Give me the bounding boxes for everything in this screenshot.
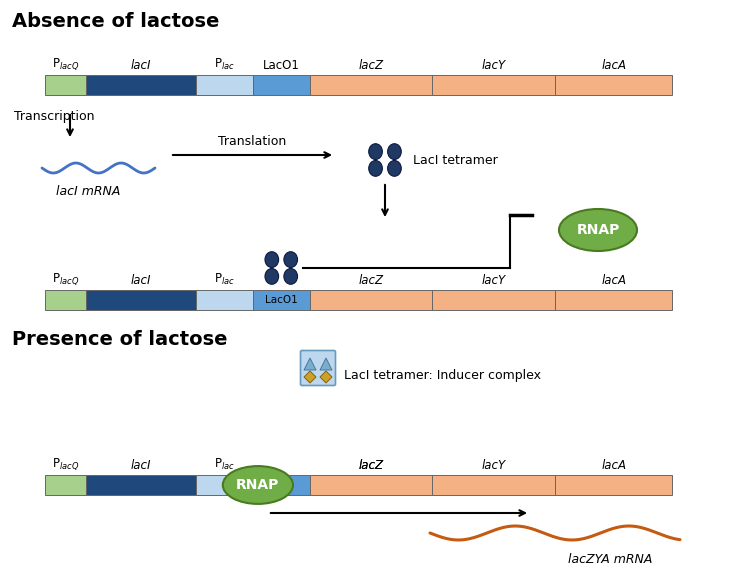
Text: P$_{lacQ}$: P$_{lacQ}$ bbox=[52, 271, 79, 287]
Bar bbox=[86, 475, 196, 495]
Text: P$_{lac}$: P$_{lac}$ bbox=[214, 457, 235, 472]
Text: P$_{lacQ}$: P$_{lacQ}$ bbox=[52, 456, 79, 472]
FancyBboxPatch shape bbox=[301, 350, 336, 386]
Bar bbox=[556, 475, 672, 495]
Bar bbox=[253, 75, 309, 95]
Text: lacI: lacI bbox=[130, 59, 151, 72]
Bar bbox=[196, 475, 253, 495]
Bar bbox=[432, 290, 556, 310]
Text: Transcription: Transcription bbox=[14, 110, 95, 123]
Bar bbox=[253, 290, 309, 310]
Text: P$_{lac}$: P$_{lac}$ bbox=[214, 272, 235, 287]
Bar bbox=[86, 290, 196, 310]
Bar bbox=[432, 75, 556, 95]
Bar bbox=[196, 75, 253, 95]
Text: LacO1: LacO1 bbox=[263, 59, 300, 72]
Bar bbox=[253, 475, 309, 495]
Text: lacZ: lacZ bbox=[358, 274, 383, 287]
Text: lacY: lacY bbox=[482, 59, 506, 72]
Text: lacZ: lacZ bbox=[358, 459, 383, 472]
Bar bbox=[45, 475, 86, 495]
Ellipse shape bbox=[284, 269, 298, 284]
Bar bbox=[45, 75, 86, 95]
Ellipse shape bbox=[559, 209, 637, 251]
Bar bbox=[86, 75, 196, 95]
Ellipse shape bbox=[369, 144, 383, 160]
Text: P$_{lacQ}$: P$_{lacQ}$ bbox=[52, 56, 79, 72]
Text: RNAP: RNAP bbox=[576, 223, 619, 237]
Ellipse shape bbox=[388, 144, 401, 160]
Text: LacI tetramer: Inducer complex: LacI tetramer: Inducer complex bbox=[344, 369, 541, 382]
Ellipse shape bbox=[265, 269, 279, 284]
Text: Translation: Translation bbox=[218, 135, 286, 148]
Bar bbox=[309, 475, 432, 495]
Text: RNAP: RNAP bbox=[236, 478, 279, 492]
Text: Presence of lactose: Presence of lactose bbox=[12, 330, 227, 349]
Polygon shape bbox=[320, 358, 332, 370]
Text: lacY: lacY bbox=[482, 274, 506, 287]
Text: lacI: lacI bbox=[130, 459, 151, 472]
Ellipse shape bbox=[265, 252, 279, 267]
Bar bbox=[432, 475, 556, 495]
Polygon shape bbox=[304, 358, 316, 370]
Polygon shape bbox=[320, 371, 332, 383]
Text: LacI tetramer: LacI tetramer bbox=[413, 154, 498, 166]
Text: lacI: lacI bbox=[130, 274, 151, 287]
Ellipse shape bbox=[388, 161, 401, 176]
Ellipse shape bbox=[284, 252, 298, 267]
Bar bbox=[309, 290, 432, 310]
Bar bbox=[45, 290, 86, 310]
Text: P$_{lac}$: P$_{lac}$ bbox=[214, 57, 235, 72]
Text: lacI mRNA: lacI mRNA bbox=[56, 185, 120, 198]
Text: lacZYA mRNA: lacZYA mRNA bbox=[568, 553, 652, 566]
Text: lacZ: lacZ bbox=[358, 459, 383, 472]
Text: LacO1: LacO1 bbox=[265, 295, 298, 305]
Text: Absence of lactose: Absence of lactose bbox=[12, 12, 219, 31]
Polygon shape bbox=[304, 371, 316, 383]
Bar bbox=[556, 75, 672, 95]
Bar bbox=[309, 75, 432, 95]
Text: lacA: lacA bbox=[601, 59, 627, 72]
Ellipse shape bbox=[369, 161, 383, 176]
Text: lacA: lacA bbox=[601, 459, 627, 472]
Text: lacZ: lacZ bbox=[358, 59, 383, 72]
Text: lacA: lacA bbox=[601, 274, 627, 287]
Ellipse shape bbox=[223, 466, 293, 504]
Bar bbox=[556, 290, 672, 310]
Bar bbox=[196, 290, 253, 310]
Text: lacY: lacY bbox=[482, 459, 506, 472]
